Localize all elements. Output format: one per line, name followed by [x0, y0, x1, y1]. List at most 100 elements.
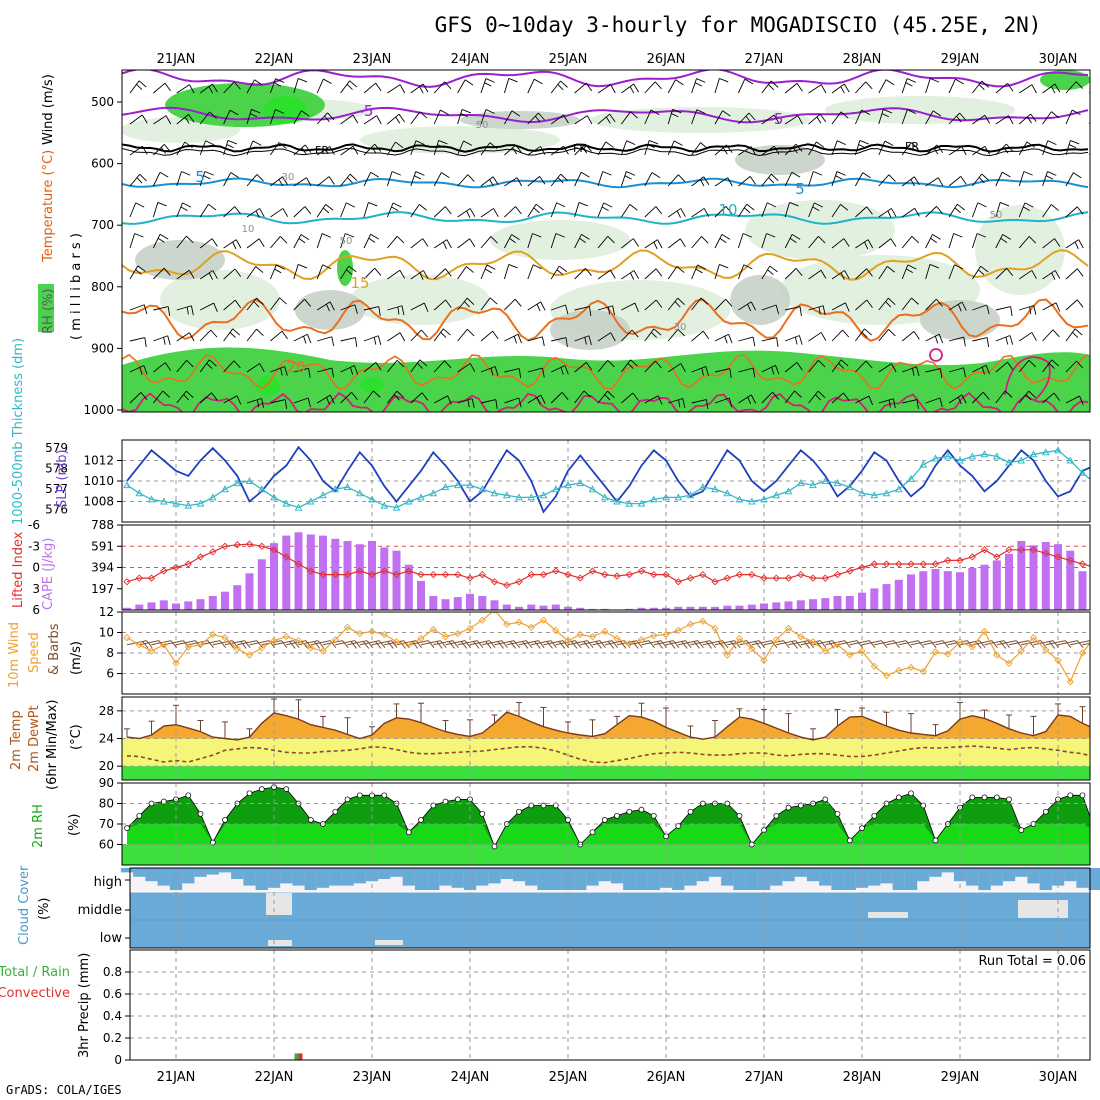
wind-barb [316, 112, 335, 125]
barb-flag [538, 112, 545, 121]
rh-legend-swatch [38, 284, 54, 332]
barb-flag [274, 268, 282, 274]
barb-flag [533, 78, 543, 85]
barb-shaft [1018, 390, 1030, 404]
wind-barb [691, 176, 710, 187]
wind-speed-point [772, 636, 780, 644]
thickness-point [306, 497, 315, 505]
barb-shaft [644, 140, 650, 156]
barb-flag [583, 641, 590, 649]
wind-barb [972, 173, 990, 187]
barb-flag [159, 171, 169, 178]
cape-bar [760, 603, 768, 610]
wind-speed-point [380, 630, 388, 639]
wind-speed-point [282, 632, 290, 641]
wind-barb [176, 269, 195, 280]
wind-barb [761, 233, 776, 249]
wind-barb [317, 336, 335, 347]
barb-shaft [901, 78, 908, 94]
barb-shaft [644, 109, 652, 125]
wind-barb [972, 304, 990, 315]
barb-flag [930, 640, 937, 648]
barb-shaft [363, 234, 372, 249]
wind-barb [1018, 202, 1034, 218]
wind-barb [621, 359, 638, 373]
barb-flag [555, 233, 565, 238]
wind-barb [901, 331, 920, 342]
wind-barb [972, 145, 991, 156]
barb-shaft [714, 206, 727, 218]
wind-barb [854, 109, 871, 125]
wind-barb [153, 306, 171, 316]
barb-flag [675, 79, 684, 86]
barb-flag [749, 176, 756, 185]
barb-flag [229, 109, 239, 116]
ylabel-total-rain: Total / Rain [0, 965, 70, 980]
barb-flag [227, 140, 237, 145]
wind-barb [621, 392, 639, 404]
barb-shaft [199, 359, 210, 373]
barb-flag [518, 368, 522, 378]
top-day-label: 21JAN [157, 52, 196, 67]
barb-flag [935, 298, 943, 307]
wind-barb [387, 84, 406, 94]
cloud-level-high: high [94, 875, 122, 890]
barb-shaft [925, 110, 934, 125]
barb-flag [180, 206, 188, 212]
barb-flag [674, 301, 681, 308]
wind-barb [995, 361, 1014, 373]
barb-flag [306, 177, 312, 187]
wind-barb [293, 144, 312, 156]
barb-shaft [445, 640, 466, 646]
barb-shaft [1018, 202, 1026, 218]
barb-shaft [644, 206, 657, 218]
barb-shaft [902, 366, 917, 373]
wind-barb [763, 640, 790, 648]
barb-shaft [644, 81, 656, 94]
barb-flag [485, 641, 492, 649]
barb-flag [1045, 175, 1054, 180]
barb-shaft [738, 301, 752, 311]
barb-shaft [761, 145, 775, 156]
barb-shaft [1065, 140, 1071, 156]
wind-barb [129, 173, 147, 187]
lifted-index-point [919, 560, 927, 568]
barb-flag [980, 265, 989, 273]
barb-shaft [995, 234, 1004, 249]
wind-barb [597, 84, 616, 94]
barb-flag [207, 640, 214, 648]
barb-flag [484, 82, 492, 87]
barb-shaft [691, 264, 698, 280]
barb-flag [422, 83, 429, 93]
cape-bar [772, 602, 781, 610]
lifted-index-point [454, 570, 462, 579]
barb-flag [581, 146, 588, 154]
barb-shaft [550, 233, 557, 249]
barb-flag [401, 305, 405, 316]
wind-speed-point [870, 662, 878, 670]
barb-shaft [644, 239, 658, 249]
wind-barb [714, 234, 731, 249]
wind-barb [761, 80, 779, 94]
wind-barb [948, 233, 963, 249]
cape-bar [233, 585, 242, 610]
wind-speed-point [564, 637, 572, 645]
cape-bar [992, 560, 1001, 610]
barb-shaft [597, 269, 611, 280]
wind-barb [527, 394, 546, 405]
barb-shaft [129, 265, 139, 280]
thickness-point [466, 481, 474, 489]
cape-bar [968, 567, 977, 610]
cape-bar [1066, 550, 1075, 610]
barb-shaft [270, 399, 286, 404]
barb-shaft [482, 640, 502, 646]
barb-shaft [1065, 206, 1078, 218]
barb-flag [557, 177, 564, 184]
barb-flag [234, 268, 242, 277]
wind-barb [761, 145, 780, 156]
barb-flag [419, 272, 424, 280]
wind-barb [831, 83, 850, 94]
rh-point [601, 817, 608, 823]
wind-barb [738, 176, 756, 187]
